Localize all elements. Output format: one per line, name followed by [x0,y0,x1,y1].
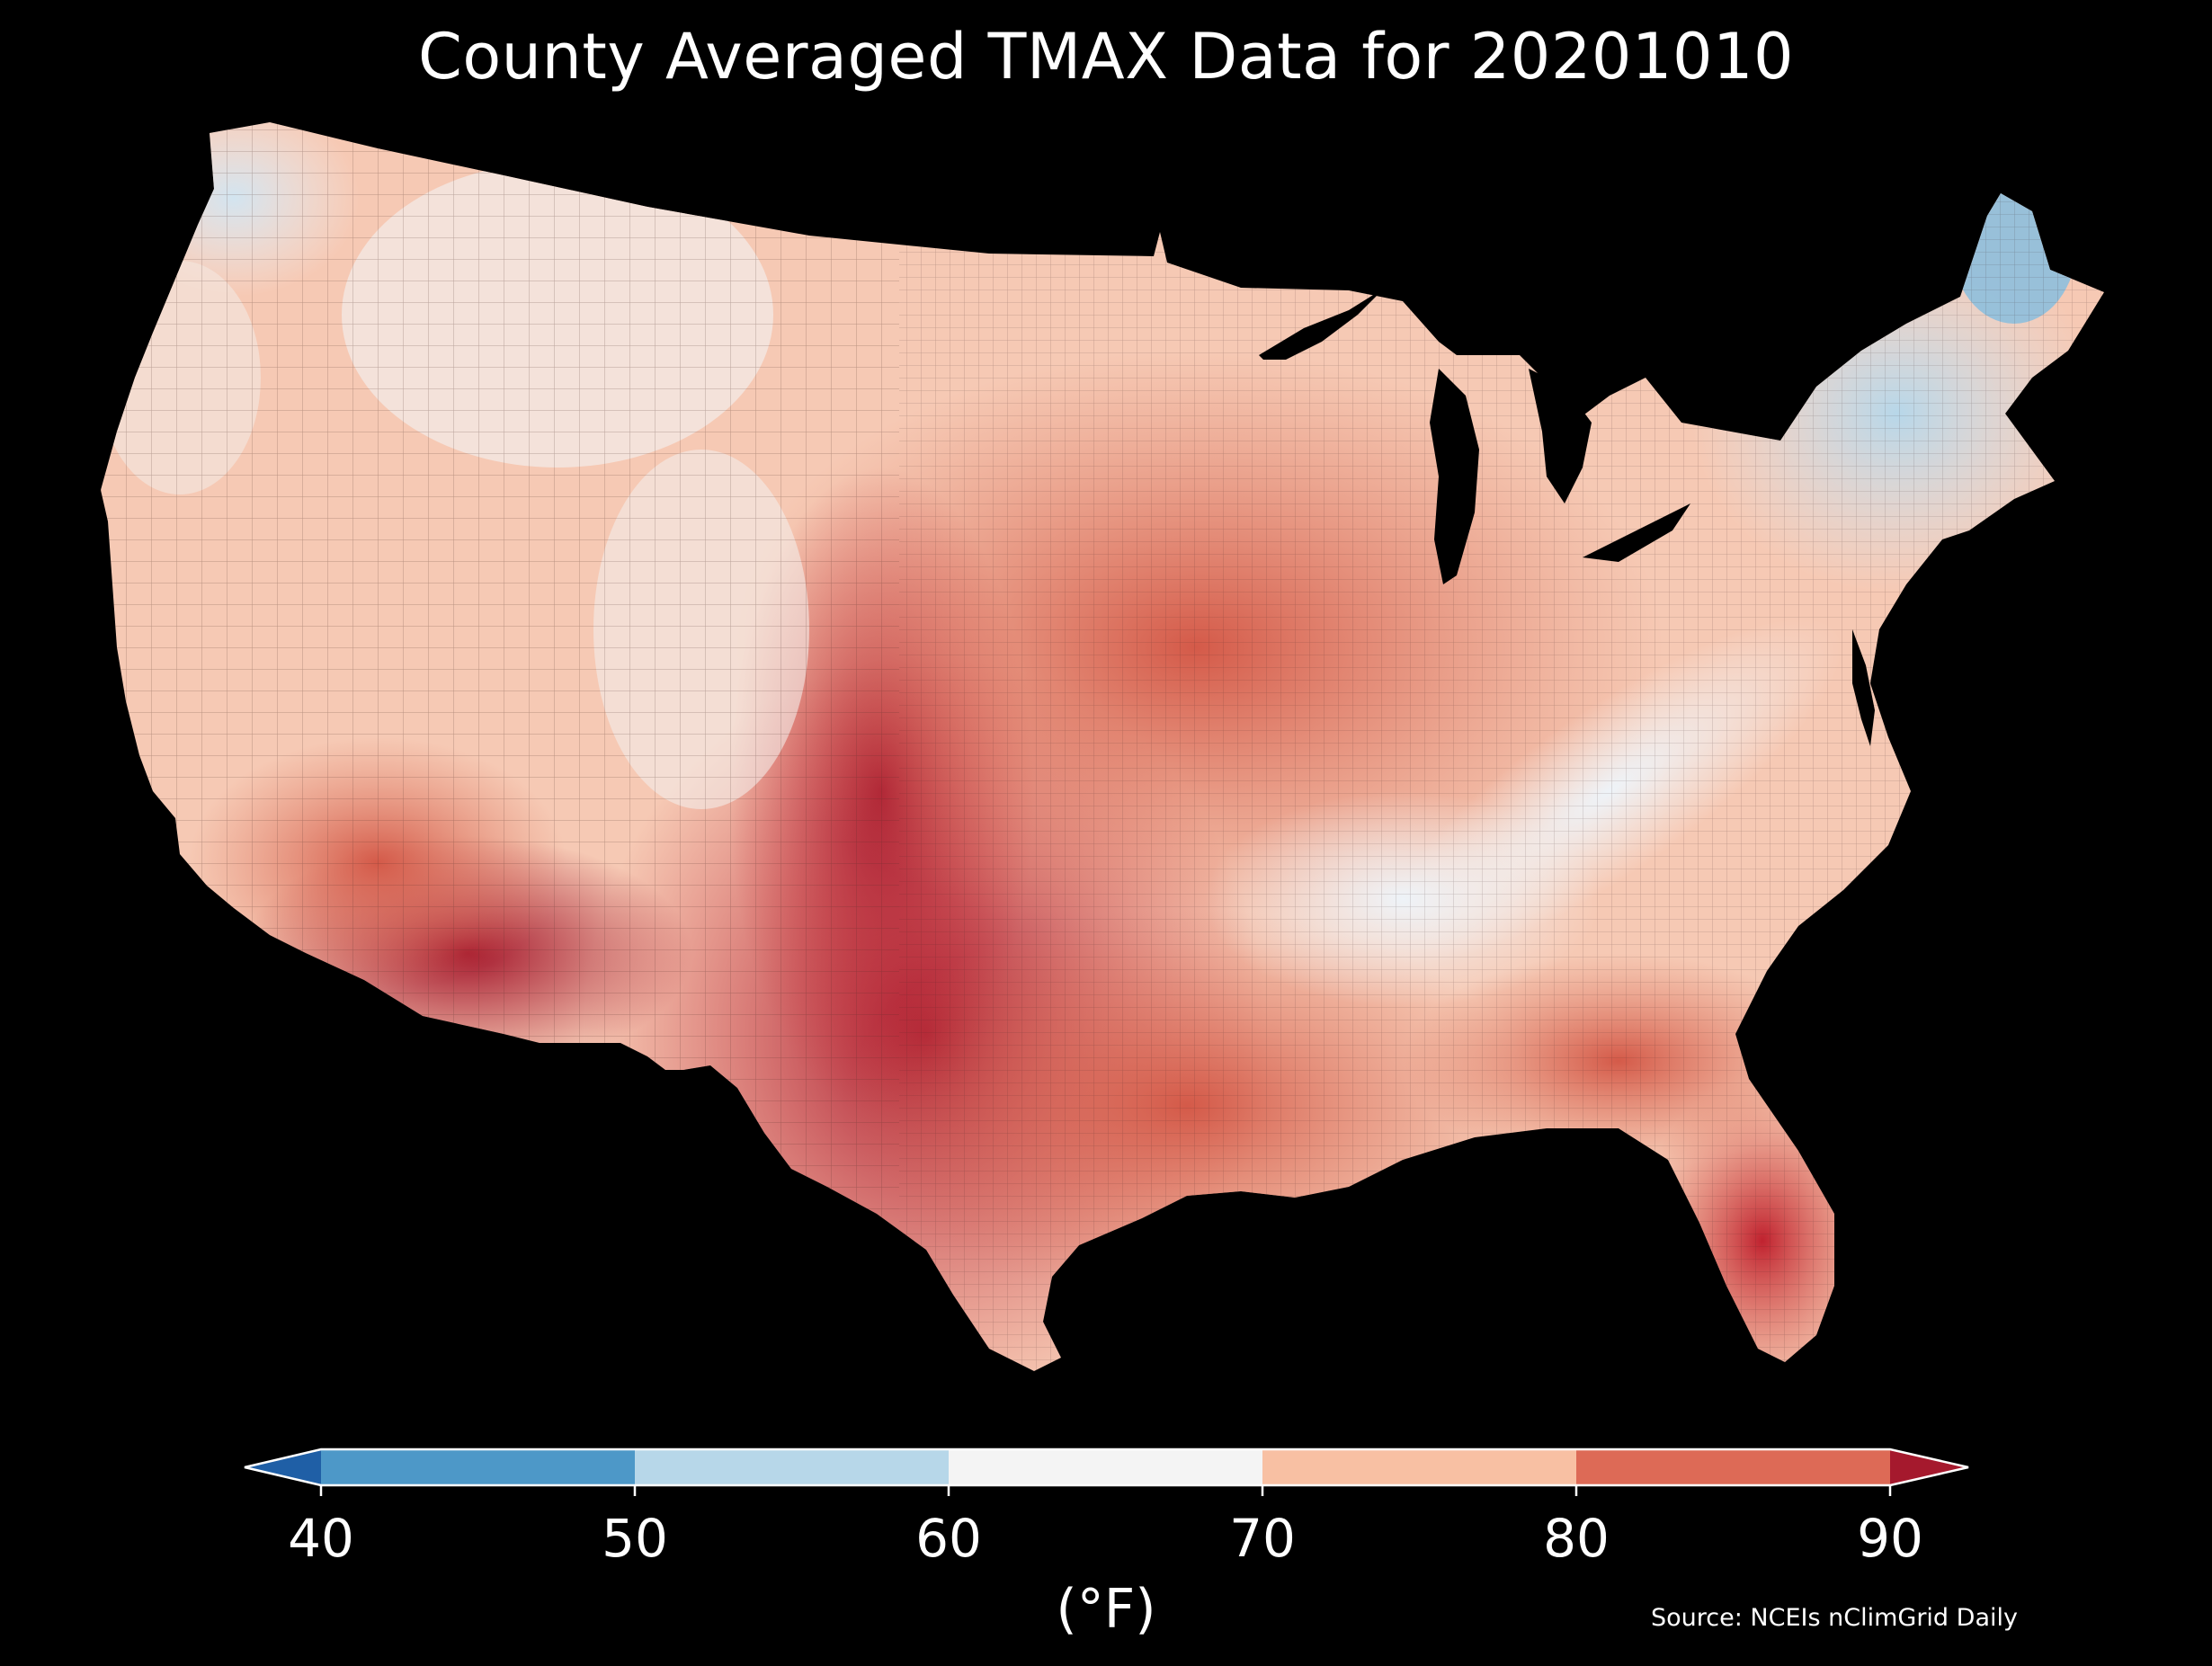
colorbar-tick-label-40: 40 [288,1508,354,1569]
lake-erie [1583,503,1690,562]
lake-superior [1259,288,1385,360]
colorbar-tick-label-70: 70 [1229,1508,1296,1569]
chesapeake-bay [1852,629,1875,746]
colorbar-tick-label-50: 50 [602,1508,668,1569]
colorbar-bin-50-60 [635,1449,949,1485]
colorbar-bin-60-70 [949,1449,1262,1485]
colorbar-extend-low [245,1449,321,1485]
colorbar-bin-70-80 [1262,1449,1576,1485]
source-note: Source: NCEIs nClimGrid Daily [1651,1604,2018,1632]
lake-huron [1529,369,1592,503]
colorbar-unit-label: (°F) [1056,1578,1156,1641]
colorbar-bin-80-90 [1576,1449,1890,1485]
colorbar-bin-40-50 [321,1449,635,1485]
colorbar-tick-label-90: 90 [1857,1508,1923,1569]
map-title: County Averaged TMAX Data for 20201010 [417,20,1795,94]
lake-michigan [1430,369,1479,584]
colorbar-tick-label-80: 80 [1543,1508,1610,1569]
colorbar-tick-label-60: 60 [915,1508,982,1569]
colorbar-extend-high [1890,1449,1968,1485]
